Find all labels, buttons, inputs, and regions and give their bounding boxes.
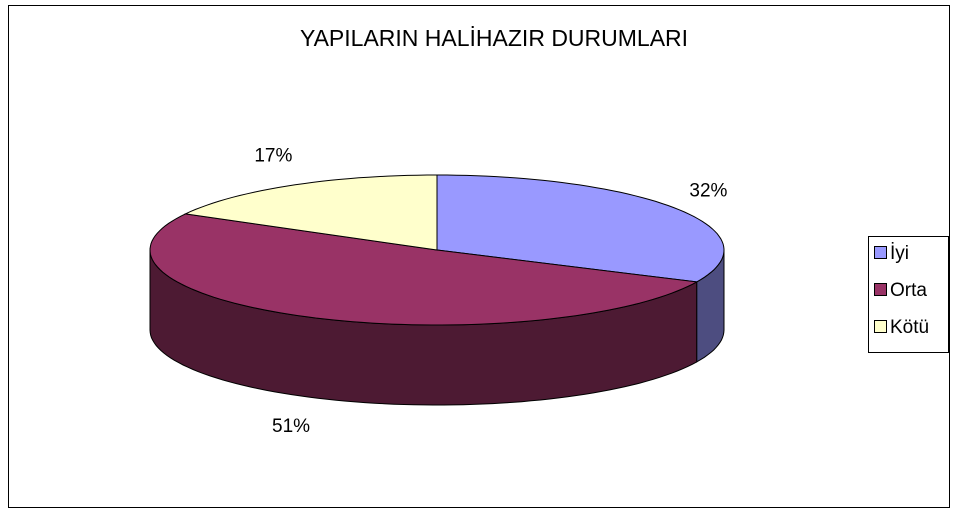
data-label: 17% [254, 145, 292, 166]
legend-label: Kötü [890, 317, 929, 338]
data-label: 32% [689, 181, 727, 202]
chart-title: YAPILARIN HALİHAZIR DURUMLARI [300, 25, 688, 51]
legend-swatch [874, 283, 887, 296]
legend-swatch [874, 246, 887, 259]
legend-label: Orta [890, 280, 927, 301]
pie-slice [436, 174, 725, 283]
pie-slice [183, 174, 438, 251]
pie-slice [149, 213, 699, 326]
legend-swatch [874, 320, 887, 333]
legend-label: İyi [890, 243, 909, 264]
data-label: 51% [272, 416, 310, 437]
